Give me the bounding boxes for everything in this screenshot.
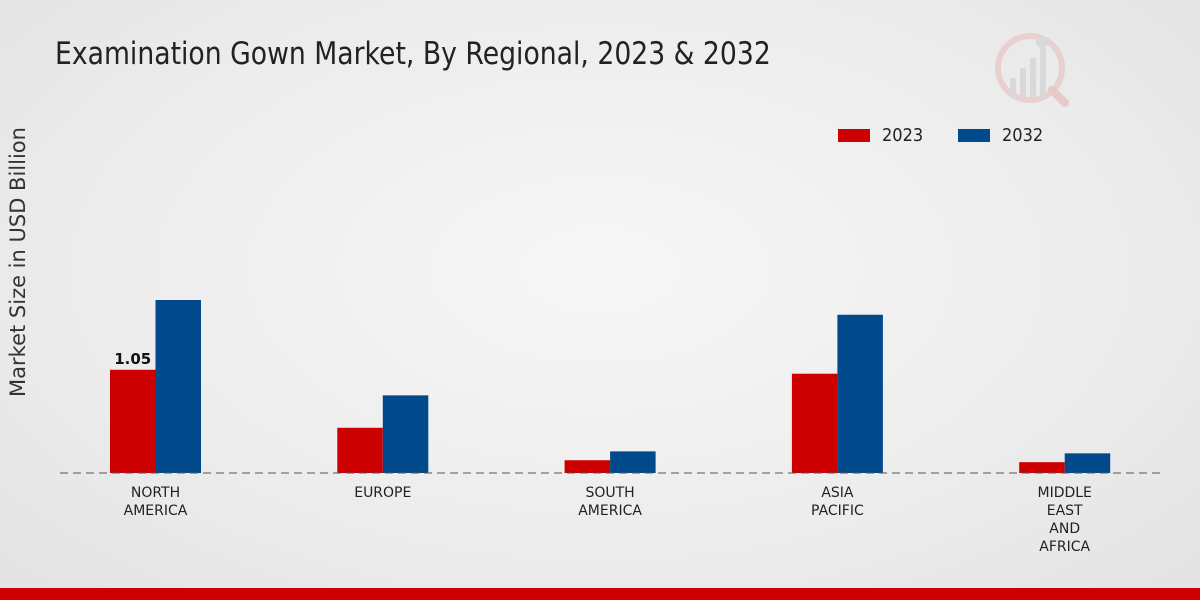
- bar-2032-0: [155, 300, 201, 473]
- bar-2032-2: [610, 451, 656, 473]
- x-tick-label: NORTH AMERICA: [124, 485, 188, 519]
- bar-2023-0: [110, 369, 156, 473]
- data-label: 1.05: [114, 350, 151, 368]
- x-tick-label: MIDDLE EAST AND AFRICA: [1037, 485, 1091, 555]
- x-tick-label: EUROPE: [354, 485, 411, 501]
- legend-label-2032: 2032: [1002, 125, 1044, 146]
- x-tick-label: SOUTH AMERICA: [578, 485, 642, 519]
- bar-2032-4: [1064, 453, 1111, 473]
- x-tick-label: ASIA PACIFIC: [811, 485, 864, 519]
- market-research-logo-icon: [995, 33, 1069, 107]
- chart-title: Examination Gown Market, By Regional, 20…: [55, 36, 771, 72]
- legend-label-2023: 2023: [882, 125, 924, 146]
- legend-item-2032: 2032: [958, 125, 1048, 146]
- footer-accent-bar: [0, 588, 1200, 600]
- legend-item-2023: 2023: [838, 125, 928, 146]
- bar-2023-3: [791, 373, 838, 473]
- legend-swatch-2032: [958, 129, 990, 142]
- bar-2023-4: [1019, 462, 1065, 473]
- bar-2032-3: [837, 314, 883, 473]
- bar-2023-2: [564, 460, 611, 473]
- legend-swatch-2023: [838, 129, 870, 142]
- bar-2032-1: [382, 395, 429, 473]
- bar-2023-1: [337, 427, 383, 473]
